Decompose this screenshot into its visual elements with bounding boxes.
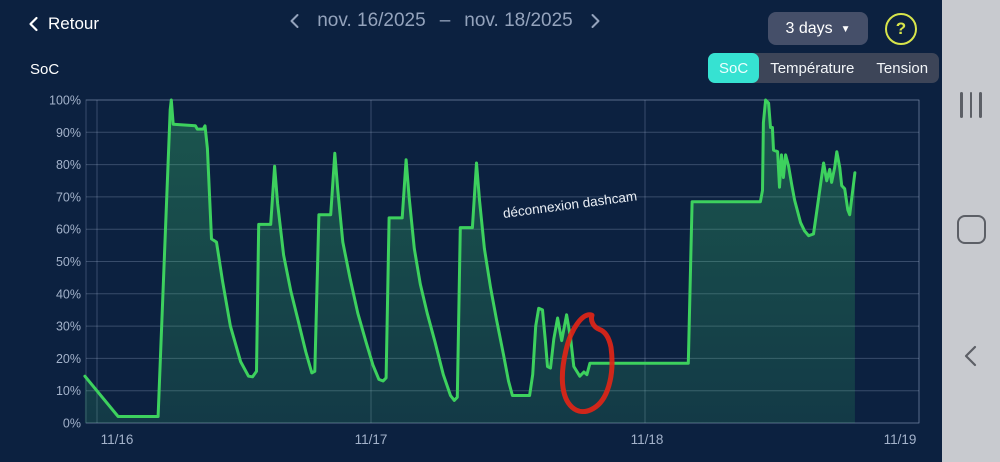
recents-icon[interactable] xyxy=(942,92,1000,118)
x-tick-label: 11/19 xyxy=(884,432,917,447)
y-tick-label: 40% xyxy=(56,287,81,301)
prev-date-icon[interactable] xyxy=(287,13,303,29)
range-label: 3 days xyxy=(785,19,833,37)
chart-title: SoC xyxy=(30,61,60,78)
date-range-nav: nov. 16/2025 – nov. 18/2025 xyxy=(250,10,640,32)
home-icon[interactable] xyxy=(942,215,1000,244)
date-end: nov. 18/2025 xyxy=(464,10,573,31)
chevron-left-icon xyxy=(29,16,38,32)
android-nav-bar xyxy=(942,0,1000,462)
y-tick-label: 80% xyxy=(56,158,81,172)
y-tick-label: 50% xyxy=(56,255,81,269)
tab-temperature[interactable]: Température xyxy=(770,59,855,77)
y-tick-label: 10% xyxy=(56,384,81,398)
y-tick-label: 0% xyxy=(63,417,81,431)
date-separator: – xyxy=(439,10,451,31)
next-date-icon[interactable] xyxy=(587,13,603,29)
back-button[interactable]: Retour xyxy=(26,14,99,34)
help-icon: ? xyxy=(895,19,907,38)
chevron-down-icon: ▼ xyxy=(840,24,851,35)
red-highlight-circle xyxy=(559,312,615,414)
tab-tension[interactable]: Tension xyxy=(876,59,929,77)
nav-back-icon[interactable] xyxy=(942,343,1000,369)
x-tick-label: 11/18 xyxy=(631,432,664,447)
y-tick-label: 30% xyxy=(56,320,81,334)
y-tick-label: 20% xyxy=(56,352,81,366)
tab-soc[interactable]: SoC xyxy=(708,53,760,83)
x-tick-label: 11/16 xyxy=(101,432,134,447)
help-button[interactable]: ? xyxy=(885,13,917,45)
x-tick-label: 11/17 xyxy=(355,432,388,447)
soc-area-fill xyxy=(84,100,855,423)
soc-line xyxy=(83,98,857,418)
range-selector-dropdown[interactable]: 3 days ▼ xyxy=(768,12,868,45)
back-label: Retour xyxy=(48,14,100,33)
y-tick-label: 90% xyxy=(56,126,81,140)
y-tick-label: 60% xyxy=(56,223,81,237)
y-tick-label: 100% xyxy=(49,94,81,108)
metric-tabs: SoC Température Tension xyxy=(708,53,940,83)
header: Retour nov. 16/2025 – nov. 18/2025 3 day… xyxy=(0,0,942,56)
date-start: nov. 16/2025 xyxy=(317,10,426,31)
y-tick-label: 70% xyxy=(56,190,81,204)
